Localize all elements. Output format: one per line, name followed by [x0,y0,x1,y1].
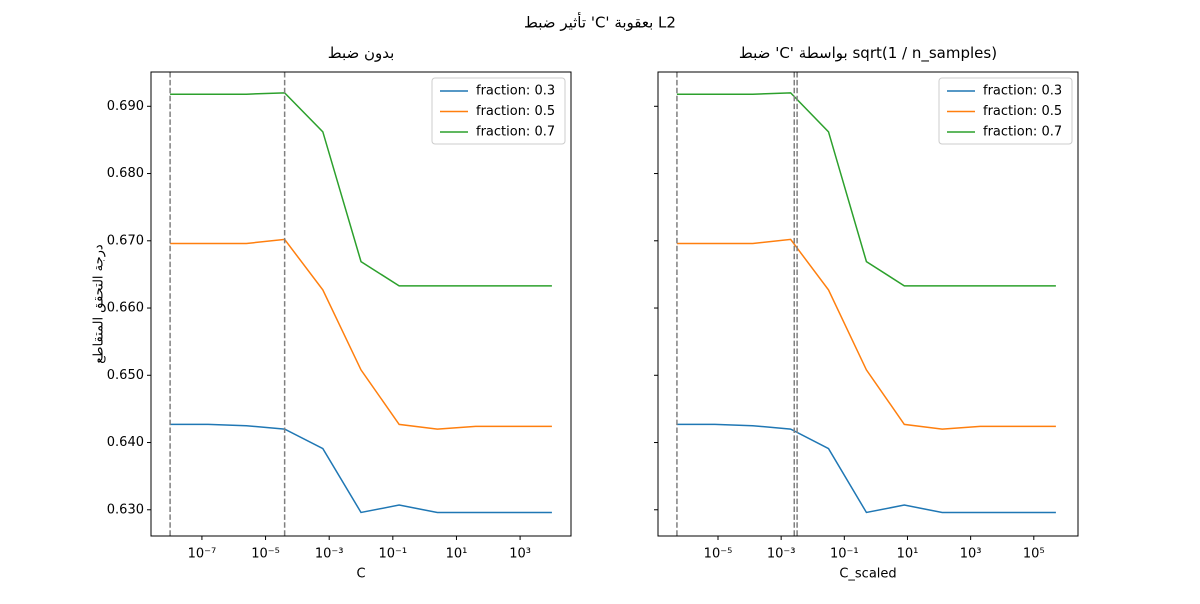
y-tick-label: 0.690 [107,99,144,114]
axes-frame [150,71,572,537]
panel-title: ضبط 'C' بواسطة sqrt(1 / n_samples) [739,44,997,63]
x-tick-label: 10³ [509,547,531,562]
x-tick-label: 10⁻⁵ [704,547,733,562]
legend-label: fraction: 0.5 [983,104,1062,119]
axes-frame [657,71,1079,537]
series-line [170,238,552,430]
legend-label: fraction: 0.7 [476,125,555,140]
panel: بدون ضبط 0.630 0.640 0.650 0.660 0.670 0.680 0.… [92,44,572,582]
y-axis-label: درجة التحقق المتقاطع [92,244,107,364]
y-tick-label: 0.670 [107,233,144,248]
figure-title: تأثير ضبط 'C' بعقوبة L2 [524,12,676,32]
y-tick-label: 0.650 [107,368,144,383]
x-tick-label: 10³ [960,547,982,562]
x-tick-label: 10⁻⁷ [188,547,217,562]
y-tick-label: 0.680 [107,166,144,181]
x-tick-label: 10⁻⁵ [251,547,280,562]
legend-box [431,77,566,145]
legend-box [938,77,1073,145]
series-line [676,238,1056,430]
x-axis-label: C [356,567,365,582]
x-tick-label: 10⁻³ [767,547,796,562]
y-tick-label: 0.640 [107,435,144,450]
x-tick-label: 10¹ [897,547,919,562]
y-tick-label: 0.660 [107,301,144,316]
series-line [676,92,1056,287]
x-tick-label: 10⁻¹ [379,547,408,562]
series-line [170,423,552,514]
legend-label: fraction: 0.7 [983,125,1062,140]
x-tick-label: 10⁻³ [315,547,344,562]
series-line [170,92,552,287]
x-tick-label: 10⁵ [1023,547,1045,562]
legend-label: fraction: 0.3 [983,84,1062,99]
x-tick-label: 10¹ [446,547,468,562]
legend-label: fraction: 0.5 [476,104,555,119]
panel-title: بدون ضبط [328,44,395,62]
x-tick-label: 10⁻¹ [830,547,859,562]
x-axis-label: C_scaled [839,567,896,582]
y-tick-label: 0.630 [107,502,144,517]
series-line [676,423,1056,514]
panel: ضبط 'C' بواسطة sqrt(1 / n_samples) 10⁻⁵ 10… [654,44,1079,582]
legend-label: fraction: 0.3 [476,84,555,99]
